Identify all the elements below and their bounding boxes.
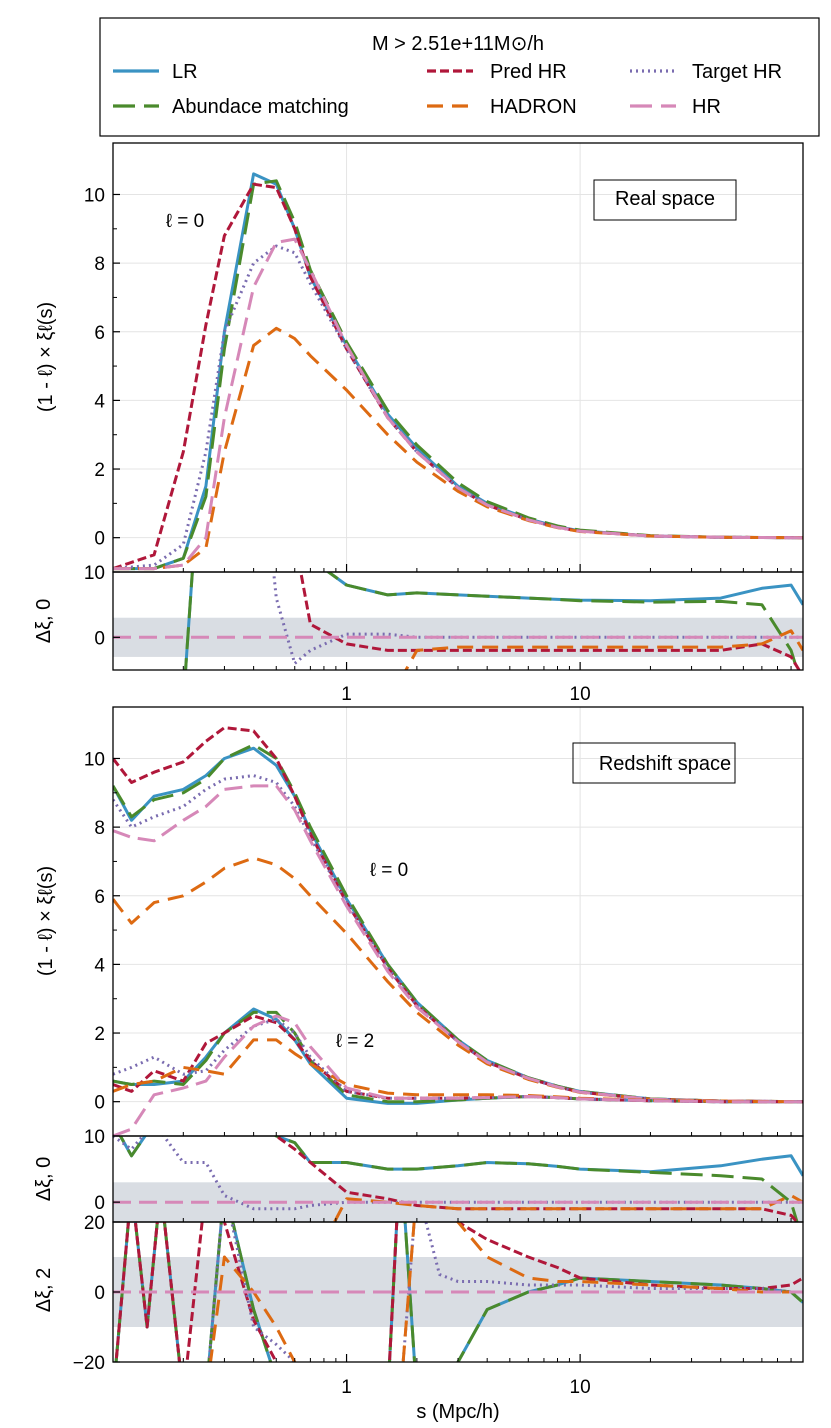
y-tick-label: 0: [94, 628, 105, 649]
y-tick-label: 10: [84, 1127, 105, 1148]
legend-label-lr: LR: [172, 61, 198, 83]
y-tick-label: 4: [94, 955, 105, 976]
series-line-l2-pred-hr: [113, 1014, 803, 1104]
rs-l0-annotation: ℓ = 0: [370, 860, 408, 881]
series-line-l0-pred-hr: [114, 1222, 803, 1362]
series-line-l0-target-hr: [113, 1136, 803, 1211]
y-tick-label: 8: [94, 254, 105, 275]
y-tick-label: 6: [94, 323, 105, 344]
y-tick-label: 6: [94, 887, 105, 908]
series-line-l0-pred-hr: [113, 182, 803, 571]
y-tick-label: −20: [73, 1353, 105, 1374]
legend-label-hadron: HADRON: [490, 96, 577, 118]
series-line-l0-lr: [118, 1136, 803, 1177]
y-tick-label: 0: [94, 1093, 105, 1114]
series-line-l0-lr: [113, 172, 803, 571]
y-tick-label: 2: [94, 460, 105, 481]
series-line-l0-abundace-matching: [184, 572, 799, 670]
y-tick-label: 10: [84, 749, 105, 770]
y-axis-label: (1 - ℓ) × ξℓ(s): [35, 302, 57, 412]
series-line-l0-target-hr: [272, 572, 803, 665]
series-line-l0-hadron: [332, 1194, 803, 1222]
series-line-l0-hr: [113, 237, 803, 571]
y-axis-label: Δξ, 2: [33, 1268, 55, 1313]
legend-title: M > 2.51e+11M⊙/h: [372, 33, 544, 55]
y-tick-label: 0: [94, 529, 105, 550]
series-line-l2-abundace-matching: [113, 1010, 803, 1104]
series-line-l0-target-hr: [113, 774, 803, 1104]
legend-box: [99, 17, 820, 137]
y-axis-label: Δξ, 0: [33, 1157, 55, 1202]
series-line-l0-abundace-matching: [113, 179, 803, 571]
real-space-label: Real space: [615, 188, 715, 210]
y-tick-label: 4: [94, 391, 105, 412]
series-line-l0-hadron: [404, 629, 803, 670]
x-tick-label: 10: [570, 684, 591, 705]
series-line-l0-hr: [113, 784, 803, 1104]
x-tick-label: 1: [341, 684, 352, 705]
y-tick-label: 0: [94, 1193, 105, 1214]
legend: M > 2.51e+11M⊙/h LR Pred HR Target HR Abund…: [99, 17, 820, 137]
y-tick-label: 10: [84, 563, 105, 584]
y-axis-label: (1 - ℓ) × ξℓ(s): [35, 866, 57, 976]
panel-redshift-delta2: −20 0 20 Δξ, 2: [33, 1213, 804, 1374]
legend-label-target-hr: Target HR: [692, 61, 782, 83]
x-axis-label: s (Mpc/h): [416, 1401, 499, 1423]
series-line-l0-lr: [114, 1222, 803, 1362]
y-tick-label: 2: [94, 1024, 105, 1045]
real-l0-annotation: ℓ = 0: [166, 211, 204, 232]
redshift-space-box: [572, 742, 736, 784]
series-line-l2-hadron: [113, 1038, 803, 1104]
series-line-l2-target-hr: [113, 1017, 803, 1104]
panel-redshift-space: 0 2 4 6 8 10 (1 - ℓ) × ξℓ(s): [35, 706, 804, 1137]
series-line-l0-pred-hr: [299, 572, 801, 670]
series-line-l0-lr: [113, 746, 803, 1104]
y-tick-label: 0: [94, 1283, 105, 1304]
y-tick-label: 20: [84, 1213, 105, 1234]
panel-redshift-delta0: 0 10 Δξ, 0: [33, 1127, 804, 1223]
x-tick-label: 1: [341, 1377, 352, 1398]
y-tick-label: 10: [84, 185, 105, 206]
series-line-l2-hr: [113, 1014, 803, 1136]
legend-label-abundace-matching: Abundace matching: [172, 96, 349, 118]
redshift-space-label: Redshift space: [599, 753, 731, 775]
panel-real-delta0: 0 10 Δξ, 0: [33, 563, 804, 671]
real-space-box: [593, 179, 737, 221]
series-line-l2-lr: [113, 1007, 803, 1105]
series-line-l0-lr: [184, 572, 803, 670]
rs-l2-annotation: ℓ = 2: [336, 1031, 374, 1052]
legend-label-hr: HR: [692, 96, 721, 118]
legend-label-pred-hr: Pred HR: [490, 61, 567, 83]
x-tick-label: 10: [570, 1377, 591, 1398]
series-line-l0-hadron: [113, 326, 803, 571]
series-line-l0-target-hr: [113, 244, 803, 571]
y-tick-label: 8: [94, 818, 105, 839]
series-line-l0-abundace-matching: [118, 1136, 799, 1222]
y-axis-label: Δξ, 0: [33, 599, 55, 644]
